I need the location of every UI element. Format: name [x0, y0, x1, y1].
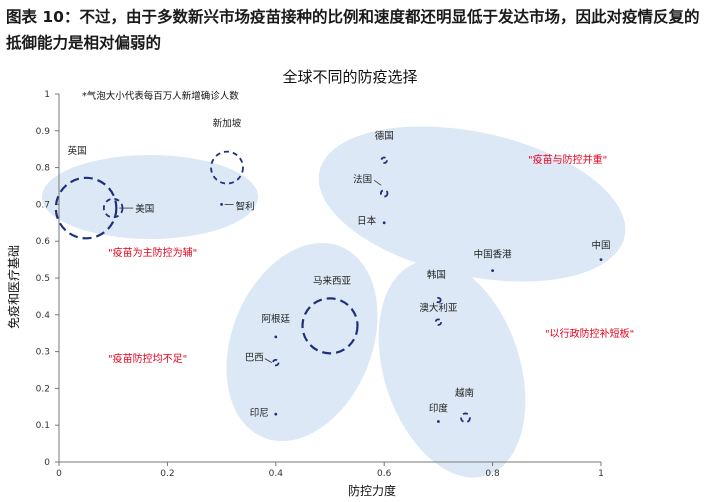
annotation-administrative: "以行政防控补短板": [545, 327, 634, 340]
y-tick-label: 0.7: [36, 200, 50, 210]
x-tick-label: 0.8: [485, 469, 500, 479]
point-label: 日本: [357, 215, 377, 227]
annotation-insufficient: "疫苗防控均不足": [108, 352, 187, 365]
bubble-德国: [380, 156, 388, 164]
y-tick-label: 0: [44, 458, 50, 468]
x-tick-label: 1: [598, 469, 604, 479]
cluster-vaccine-first: [42, 155, 258, 239]
y-tick-label: 0.9: [36, 127, 51, 137]
y-tick-label: 0.6: [36, 237, 51, 247]
bubble-马来西亚: [301, 297, 359, 355]
point-印尼: [274, 412, 278, 416]
y-tick-label: 0.4: [36, 311, 51, 321]
point-label: 越南: [455, 387, 474, 399]
y-tick-label: 0.1: [36, 421, 50, 431]
x-ticks: 0 0.2 0.4 0.6 0.8 1: [56, 462, 604, 479]
point-label: 澳大利亚: [419, 302, 458, 314]
y-tick-label: 0.2: [36, 384, 50, 394]
bubble-新加坡: [210, 150, 244, 185]
bubble-越南: [460, 412, 471, 424]
point-label: 法国: [353, 173, 372, 185]
point-label: 美国: [135, 203, 154, 215]
cluster-regions: [42, 126, 626, 478]
point-label: 新加坡: [213, 118, 242, 130]
point-label: 韩国: [427, 269, 446, 281]
x-tick-label: 0.6: [377, 469, 392, 479]
cluster-administrative: [378, 260, 526, 478]
y-tick-label: 1: [44, 90, 50, 100]
point-label: 中国: [591, 240, 610, 252]
bubble-巴西: [272, 358, 280, 367]
annotation-balanced: "疫苗与防控并重": [528, 153, 607, 166]
point-label: 英国: [68, 145, 87, 157]
y-axis-label: 免疫和医疗基础: [6, 245, 21, 329]
point-label: 中国香港: [474, 249, 513, 261]
y-tick-label: 0.3: [36, 348, 50, 358]
point-中国香港: [491, 269, 494, 273]
point-label: 德国: [375, 130, 394, 142]
x-tick-label: 0.4: [269, 469, 284, 479]
point-label: 印尼: [250, 407, 269, 419]
cluster-balanced: [318, 126, 626, 282]
y-ticks: 0 0.1 0.2 0.3 0.4 0.5 0.6 0.7 0.8 0.9 1: [36, 90, 59, 468]
point-label: 印度: [429, 403, 449, 415]
point-label: 巴西: [245, 353, 264, 364]
x-tick-label: 0.2: [160, 469, 174, 479]
leader-line: [264, 358, 272, 363]
point-label: 智利: [236, 200, 255, 212]
leader-line: [373, 180, 382, 186]
point-印度: [437, 420, 440, 423]
point-智利: [220, 203, 224, 206]
y-tick-label: 0.8: [36, 164, 51, 174]
point-阿根廷: [274, 335, 278, 339]
point-中国: [599, 258, 603, 261]
point-label: 阿根廷: [262, 313, 291, 325]
bubble-韩国: [435, 296, 442, 304]
bubble-法国: [380, 189, 389, 198]
bubble-size-note: *气泡大小代表每百万人新增确诊人数: [82, 90, 239, 102]
annotation-vaccine-first: "疫苗为主防控为辅": [108, 246, 197, 259]
y-tick-label: 0.5: [36, 274, 50, 284]
x-tick-label: 0: [56, 469, 62, 479]
bubble-英国: [54, 176, 118, 240]
cluster-insufficient: [226, 242, 378, 442]
chart-title: 全球不同的防疫选择: [282, 68, 417, 86]
figure-caption: 图表 10：不过，由于多数新兴市场疫苗接种的比例和速度都还明显低于发达市场，因此…: [6, 8, 700, 52]
bubble-澳大利亚: [434, 318, 443, 326]
point-label: 马来西亚: [313, 276, 352, 287]
x-axis-label: 防控力度: [348, 483, 396, 498]
point-日本: [382, 221, 386, 225]
